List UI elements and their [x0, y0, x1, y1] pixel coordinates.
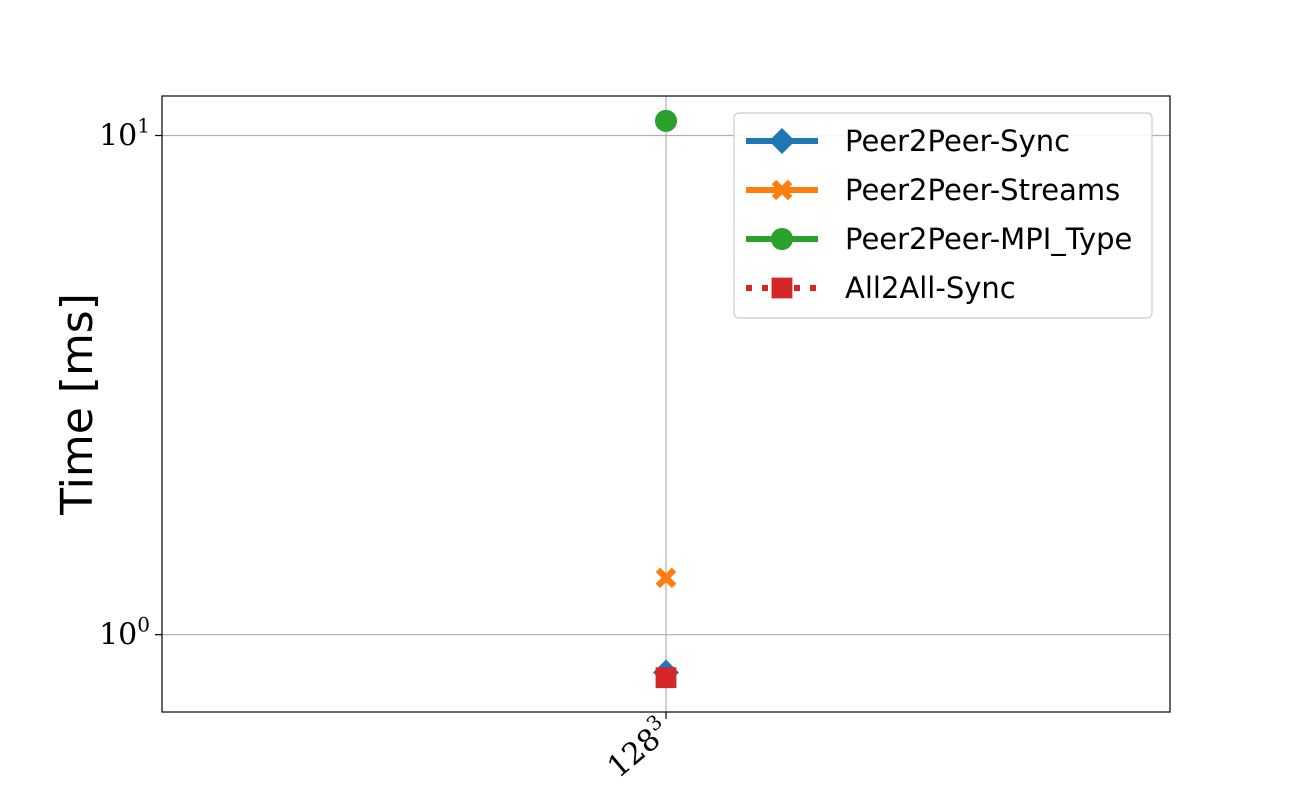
legend-label: Peer2Peer-MPI_Type [845, 222, 1132, 256]
y-tick-label: 101 [99, 114, 150, 154]
legend-label: Peer2Peer-Sync [845, 124, 1070, 158]
plot-frame [161, 95, 1171, 713]
legend-marker [771, 179, 793, 201]
legend-label: Peer2Peer-Streams [845, 173, 1120, 207]
legend-marker [771, 277, 793, 299]
data-marks [653, 109, 679, 689]
legend-box [733, 112, 1153, 319]
legend-marker [770, 227, 794, 251]
legend-marker [769, 128, 795, 154]
data-point-peer2peer-streams [655, 567, 677, 589]
data-point-all2all-sync [655, 667, 677, 689]
legend: Peer2Peer-Sync Peer2Peer-Streams Peer2Peer… [733, 112, 1153, 319]
y-axis-label: Time [ms] [52, 293, 103, 516]
y-tick-label: 100 [99, 613, 150, 653]
data-point-peer2peer-mpi-type [654, 109, 678, 132]
legend-label: All2All-Sync [845, 271, 1016, 305]
x-tick-label: 1283 [598, 709, 677, 785]
